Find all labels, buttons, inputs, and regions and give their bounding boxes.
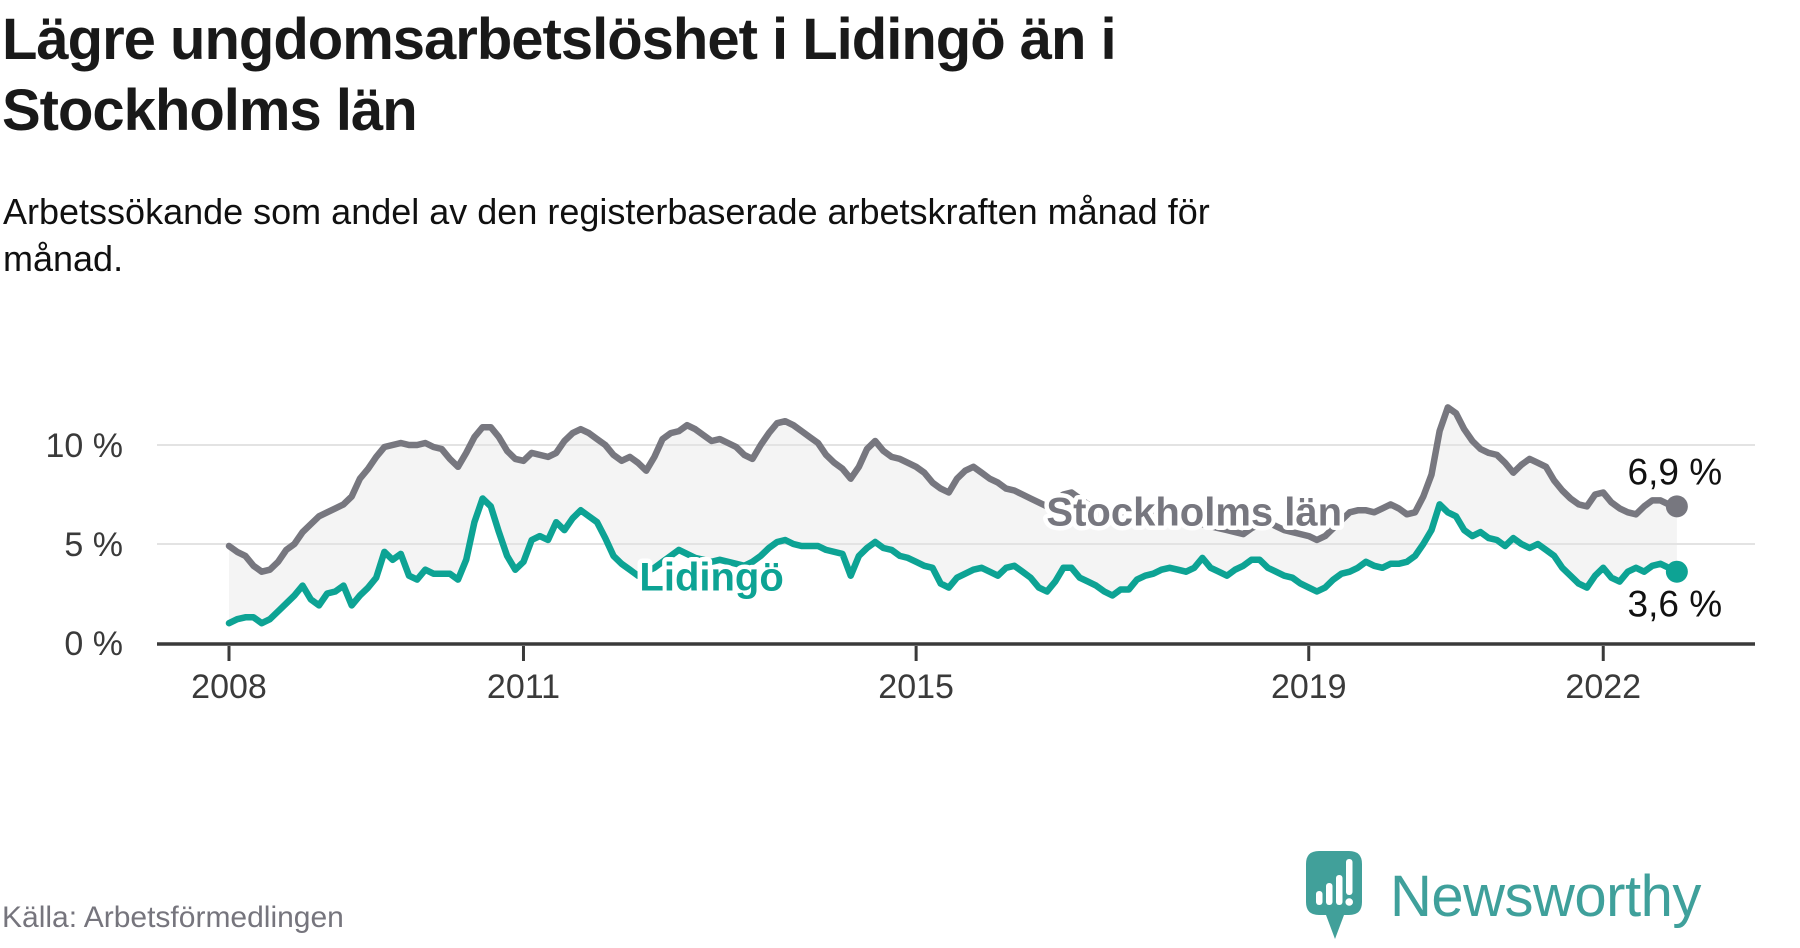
y-tick-label: 0 %	[64, 625, 123, 663]
series-line-1	[225, 495, 1681, 627]
title-line-2: Stockholms län	[2, 78, 418, 143]
series-end-dot-1	[1665, 560, 1688, 583]
source-note: Källa: Arbetsförmedlingen	[2, 901, 344, 934]
subtitle-line-1: Arbetssökande som andel av den registerb…	[3, 191, 1210, 232]
title-line-1: Lägre ungdomsarbetslöshet i Lidingö än i	[2, 7, 1117, 72]
newsworthy-bubble-icon	[1306, 851, 1362, 939]
series-label-0: Stockholms län	[1046, 490, 1342, 534]
x-tick-label: 2011	[487, 668, 560, 706]
series-label-1: Lidingö	[639, 556, 783, 600]
subtitle-line-2: månad.	[3, 238, 124, 279]
x-tick-label: 2015	[878, 668, 954, 706]
newsworthy-logo: Newsworthy	[1306, 851, 1701, 941]
newsworthy-logo-text: Newsworthy	[1390, 863, 1701, 929]
chart-subtitle: Arbetssökande som andel av den registerb…	[3, 188, 1210, 282]
series-end-dot-0	[1665, 495, 1688, 518]
page-title: Lägre ungdomsarbetslöshet i Lidingö än i…	[2, 4, 1117, 146]
series-line-0	[225, 404, 1681, 575]
x-tick-label: 2019	[1271, 668, 1347, 706]
series-end-value-0: 6,9 %	[1628, 451, 1723, 492]
between-series-area	[229, 407, 1677, 624]
x-tick-label: 2008	[191, 668, 267, 706]
y-tick-label: 5 %	[64, 526, 123, 564]
x-tick-label: 2022	[1565, 668, 1641, 706]
series-end-value-1: 3,6 %	[1628, 584, 1723, 625]
y-tick-label: 10 %	[46, 427, 124, 465]
